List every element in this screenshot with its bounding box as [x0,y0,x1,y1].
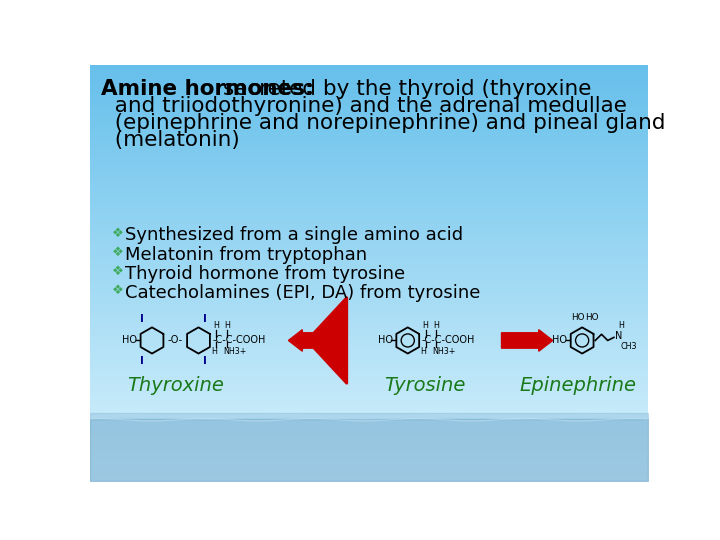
Text: I: I [140,314,144,323]
Text: I: I [203,314,207,323]
Text: -O-: -O- [168,335,183,345]
Text: ❖: ❖ [112,246,124,259]
Text: (epinephrine and norepinephrine) and pineal gland: (epinephrine and norepinephrine) and pin… [101,113,665,133]
Text: Amine hormones:: Amine hormones: [101,79,313,99]
Text: Synthesized from a single amino acid: Synthesized from a single amino acid [125,226,463,245]
Text: HO: HO [585,313,599,322]
Text: H: H [423,321,428,330]
Text: NH3+: NH3+ [433,347,456,356]
Text: Tyrosine: Tyrosine [384,376,466,395]
Text: NH3+: NH3+ [223,347,247,356]
Text: HO: HO [122,335,137,345]
Text: HO: HO [552,335,567,345]
Text: H: H [433,321,439,330]
Text: Thyroid hormone from tyrosine: Thyroid hormone from tyrosine [125,265,405,283]
Text: H: H [213,321,220,330]
Text: Catecholamines (EPI, DA) from tyrosine: Catecholamines (EPI, DA) from tyrosine [125,284,480,302]
Text: CH3: CH3 [620,342,636,351]
Text: ❖: ❖ [112,265,124,278]
Text: Melatonin from tryptophan: Melatonin from tryptophan [125,246,367,264]
Text: I: I [203,356,207,366]
FancyArrow shape [502,330,553,351]
Text: secreted by the thyroid (thyroxine: secreted by the thyroid (thyroxine [223,79,592,99]
Text: -C-C-COOH: -C-C-COOH [422,335,475,345]
Text: Thyroxine: Thyroxine [127,376,224,395]
Text: I: I [140,356,144,366]
Text: Epinephrine: Epinephrine [520,376,636,395]
Text: HO: HO [377,335,392,345]
Text: H: H [224,321,230,330]
Text: and triiodothyronine) and the adrenal medullae: and triiodothyronine) and the adrenal me… [101,96,626,117]
Text: ❖: ❖ [112,284,124,297]
Text: (melatonin): (melatonin) [101,130,240,150]
Text: -C-C-COOH: -C-C-COOH [212,335,266,345]
Text: ❖: ❖ [112,226,124,240]
Text: H: H [618,321,624,330]
Text: HO: HO [571,313,585,322]
FancyArrow shape [289,330,340,351]
Text: H: H [420,347,426,356]
Text: N: N [615,331,622,341]
Text: H: H [211,347,217,356]
